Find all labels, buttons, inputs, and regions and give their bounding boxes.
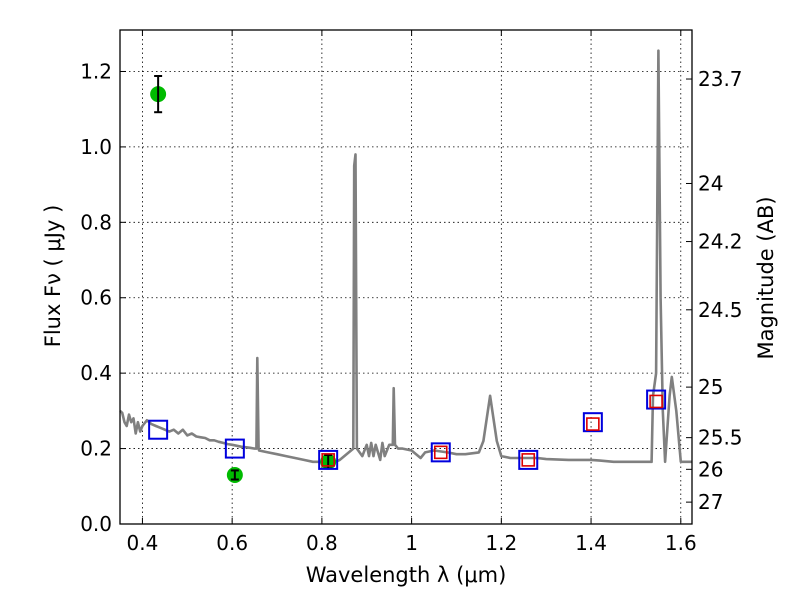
y-tick-label: 0.0 <box>80 512 112 536</box>
model-marker-red <box>321 453 335 467</box>
spectrum-line <box>119 49 692 465</box>
magnitude-axis-title: Magnitude (AB) <box>754 196 778 359</box>
model-marker-blue <box>148 419 169 440</box>
model-marker-blue <box>518 449 539 470</box>
observed-point <box>150 75 167 114</box>
y-tick-label: 1.0 <box>80 135 112 159</box>
model-marker-blue <box>224 438 245 459</box>
observed-point <box>226 466 243 483</box>
y-axis-title: Flux Fν ( μJy ) <box>41 205 65 348</box>
spectrum-layer <box>119 49 692 465</box>
magnitude-tick-label: 24.2 <box>698 230 743 254</box>
x-tick-label: 1.4 <box>575 531 607 555</box>
y-tick-label: 0.2 <box>80 437 112 461</box>
magnitude-tick-label: 26 <box>698 457 723 481</box>
magnitude-tick-label: 25 <box>698 375 723 399</box>
x-tick-label: 0.6 <box>216 531 248 555</box>
model-marker-red <box>649 394 663 409</box>
y-tick-label: 0.6 <box>80 286 112 310</box>
model-marker-blue <box>430 442 451 463</box>
magnitude-tick-label: 24 <box>698 171 723 195</box>
model-marker-red <box>521 453 536 467</box>
magnitude-tick-label: 25.5 <box>698 426 743 450</box>
y-axis-ticks: 0.0 0.2 0.4 0.6 0.8 1.0 1.2 <box>80 59 126 536</box>
magnitude-tick-label: 27 <box>698 490 723 514</box>
y-tick-label: 0.8 <box>80 210 112 234</box>
magnitude-tick-label: 23.7 <box>698 67 743 91</box>
y-tick-label: 0.4 <box>80 361 112 385</box>
model-marker-blue <box>582 412 603 433</box>
x-axis-title: Wavelength λ (μm) <box>306 563 507 587</box>
marker-layer <box>148 75 667 483</box>
y-tick-label: 1.2 <box>80 59 112 83</box>
x-tick-label: 0.8 <box>306 531 338 555</box>
x-tick-label: 0.4 <box>127 531 159 555</box>
model-marker-red <box>433 445 448 460</box>
x-axis-ticks: 0.4 0.6 0.8 1 1.2 1.4 1.6 <box>127 30 697 555</box>
model-marker-blue <box>318 449 339 470</box>
plot-frame <box>119 29 693 525</box>
magnitude-axis-ticks: 23.7 24 24.2 24.5 25 25.5 26 27 <box>686 67 743 514</box>
model-marker-blue <box>646 389 667 410</box>
x-tick-label: 1 <box>405 531 418 555</box>
model-marker-red <box>586 417 600 431</box>
magnitude-tick-label: 24.5 <box>698 298 743 322</box>
x-tick-label: 1.2 <box>485 531 517 555</box>
x-tick-label: 1.6 <box>665 531 697 555</box>
